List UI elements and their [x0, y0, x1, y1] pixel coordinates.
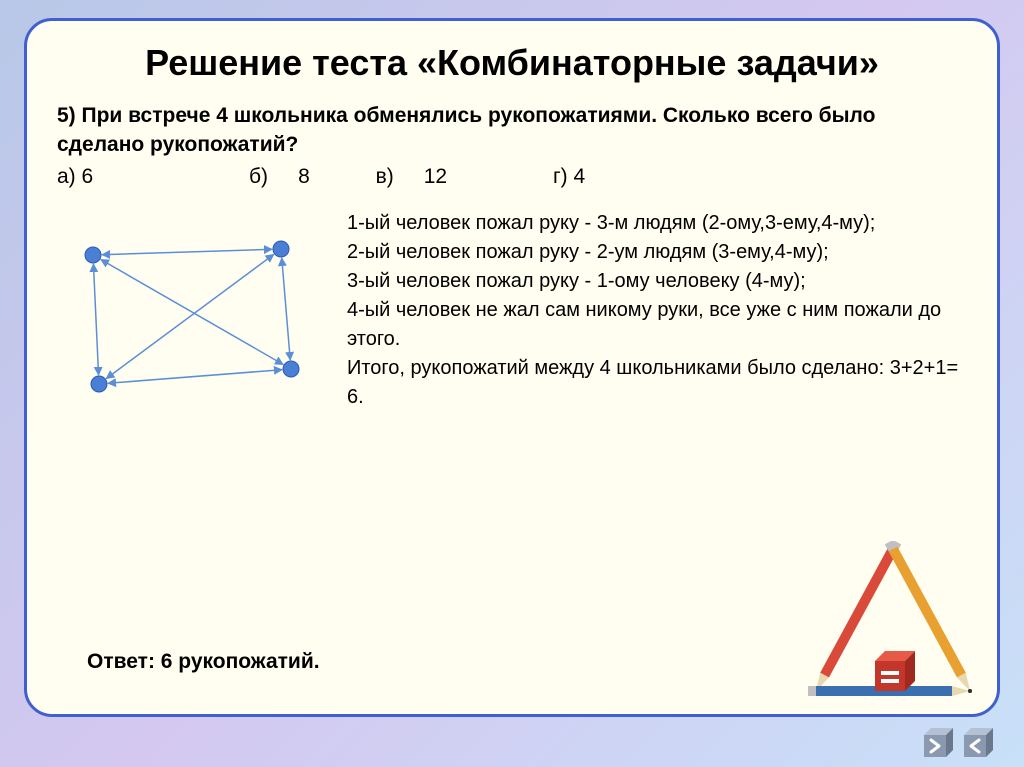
question-text: 5) При встрече 4 школьника обменялись ру… — [57, 102, 967, 159]
option-c: в)12 — [376, 165, 448, 189]
exp-line: 4-ый человек не жал сам никому руки, все… — [347, 296, 967, 354]
option-row: а) 6 б)8 в)12 г) 4 — [57, 165, 967, 189]
corner-decoration-icon — [798, 541, 988, 711]
nav-cubes — [920, 725, 994, 759]
exp-line: 3-ый человек пожал руку - 1-ому человеку… — [347, 267, 967, 296]
exp-line: Итого, рукопожатий между 4 школьниками б… — [347, 354, 967, 412]
exp-line: 1-ый человек пожал руку - 3-м людям (2-о… — [347, 209, 967, 238]
prev-cube-button[interactable] — [920, 725, 954, 759]
handshake-diagram — [57, 219, 337, 419]
option-a: а) 6 — [57, 165, 93, 189]
answer-text: Ответ: 6 рукопожатий. — [87, 650, 320, 674]
exp-line: 2-ый человек пожал руку - 2-ум людям (3-… — [347, 238, 967, 267]
slide-title: Решение теста «Комбинаторные задачи» — [57, 41, 967, 84]
explanation-block: 1-ый человек пожал руку - 3-м людям (2-о… — [337, 209, 967, 412]
next-cube-button[interactable] — [960, 725, 994, 759]
option-d: г) 4 — [553, 165, 585, 189]
content-row: 1-ый человек пожал руку - 3-м людям (2-о… — [57, 209, 967, 419]
option-b: б)8 — [249, 165, 310, 189]
